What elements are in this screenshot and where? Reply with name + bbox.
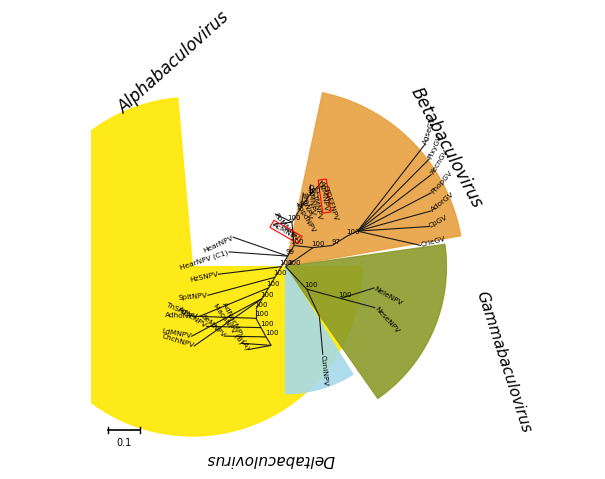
Text: 100: 100 bbox=[346, 229, 359, 235]
Text: 100: 100 bbox=[260, 292, 273, 297]
Text: AdhoNPV: AdhoNPV bbox=[165, 312, 199, 319]
Text: ChchNPV: ChchNPV bbox=[161, 334, 195, 349]
Text: HzSNPV: HzSNPV bbox=[189, 272, 218, 283]
Text: 99: 99 bbox=[286, 249, 295, 255]
Polygon shape bbox=[286, 267, 353, 394]
Text: PlxyGV: PlxyGV bbox=[427, 134, 443, 160]
Text: NeleNPV: NeleNPV bbox=[373, 285, 404, 306]
Text: Deltabaculovirus: Deltabaculovirus bbox=[206, 452, 334, 467]
Text: OpMNPV: OpMNPV bbox=[307, 184, 315, 216]
Text: RoMNPV: RoMNPV bbox=[273, 212, 296, 240]
Text: Gammabaculovirus: Gammabaculovirus bbox=[473, 290, 533, 435]
Text: CuniNPV: CuniNPV bbox=[320, 354, 329, 386]
Text: MacoNPV (B): MacoNPV (B) bbox=[212, 302, 244, 345]
Text: 100: 100 bbox=[288, 260, 301, 266]
Polygon shape bbox=[286, 244, 446, 399]
Text: EppoNPV: EppoNPV bbox=[295, 202, 316, 234]
Polygon shape bbox=[23, 98, 362, 436]
Text: 100: 100 bbox=[338, 292, 352, 297]
Text: 100: 100 bbox=[254, 302, 267, 308]
Text: AgseGV: AgseGV bbox=[422, 116, 437, 145]
Text: 100: 100 bbox=[280, 260, 293, 266]
Text: 100: 100 bbox=[290, 239, 303, 245]
Text: 100: 100 bbox=[255, 311, 269, 318]
Text: AgMNPV: AgMNPV bbox=[319, 180, 330, 212]
Text: SeMNPV: SeMNPV bbox=[200, 313, 226, 338]
Text: 100: 100 bbox=[311, 241, 324, 247]
Text: NeseNPV: NeseNPV bbox=[373, 306, 400, 334]
Text: CrleGV: CrleGV bbox=[420, 236, 446, 249]
Text: AgseNPV: AgseNPV bbox=[177, 306, 208, 329]
Text: 100: 100 bbox=[273, 271, 286, 276]
Text: 97: 97 bbox=[332, 239, 340, 245]
Text: Alphabaculovirus: Alphabaculovirus bbox=[114, 8, 233, 117]
Text: 100: 100 bbox=[260, 321, 273, 327]
Text: 100: 100 bbox=[265, 330, 279, 336]
Text: Betabaculovirus: Betabaculovirus bbox=[407, 85, 486, 211]
Text: CfDEFNPV: CfDEFNPV bbox=[322, 185, 339, 222]
Text: SpltNPV: SpltNPV bbox=[178, 293, 208, 301]
Text: 98: 98 bbox=[299, 201, 308, 206]
Text: LdMNPV: LdMNPV bbox=[161, 328, 192, 340]
Text: TnSNPV: TnSNPV bbox=[165, 302, 194, 319]
Text: HearNPV: HearNPV bbox=[202, 234, 234, 253]
Text: BmNPV: BmNPV bbox=[301, 192, 312, 220]
Text: 100: 100 bbox=[267, 281, 280, 287]
Text: AdorGV: AdorGV bbox=[430, 192, 455, 213]
Text: 100: 100 bbox=[307, 188, 321, 194]
Text: CpGV: CpGV bbox=[428, 214, 449, 229]
Text: 0.1: 0.1 bbox=[116, 438, 131, 448]
Text: PhopGV: PhopGV bbox=[430, 169, 453, 194]
Text: 100: 100 bbox=[287, 216, 300, 221]
Text: AdNocMPV (A): AdNocMPV (A) bbox=[221, 301, 251, 351]
Text: 100: 100 bbox=[304, 282, 318, 288]
Text: HearNPV (C1): HearNPV (C1) bbox=[180, 249, 229, 271]
Text: CfMNPV: CfMNPV bbox=[311, 191, 323, 220]
Text: XecnGV: XecnGV bbox=[429, 149, 449, 176]
Text: AcMNPV: AcMNPV bbox=[272, 222, 301, 242]
Polygon shape bbox=[286, 93, 460, 267]
